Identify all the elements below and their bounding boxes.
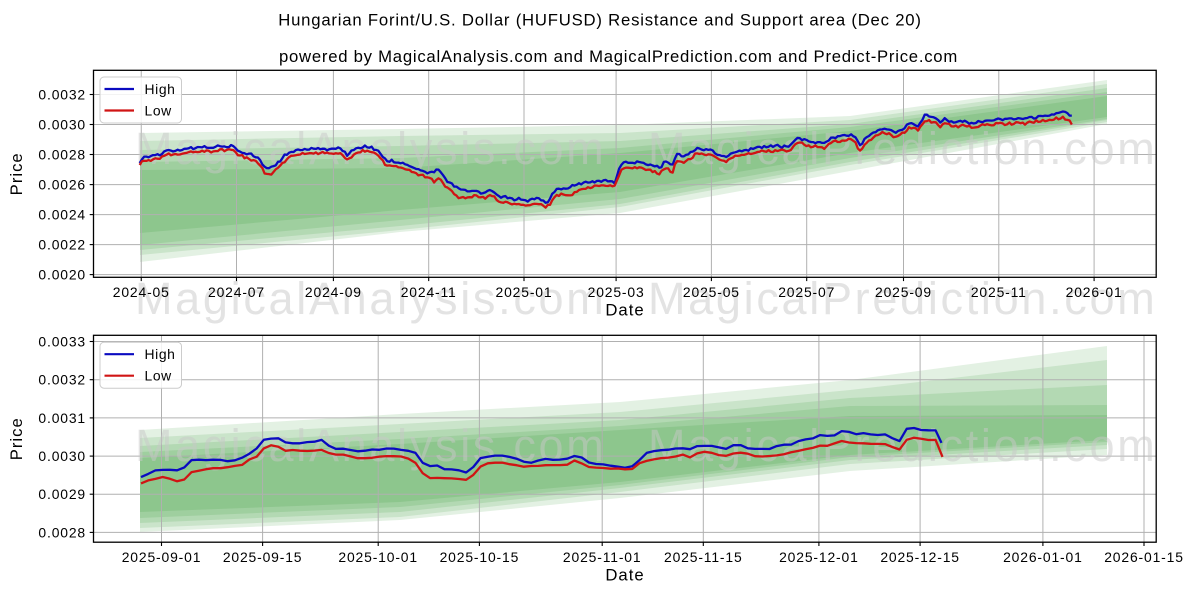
svg-text:2025-01: 2025-01	[496, 284, 553, 300]
svg-text:0.0033: 0.0033	[38, 334, 86, 350]
svg-text:2025-12-15: 2025-12-15	[880, 549, 960, 565]
svg-text:Date: Date	[605, 566, 644, 585]
svg-text:MagicalAnalysis.com: MagicalAnalysis.com	[135, 123, 606, 174]
svg-text:0.0022: 0.0022	[38, 237, 86, 253]
svg-text:2026-01: 2026-01	[1066, 284, 1123, 300]
svg-text:powered by MagicalAnalysis.com: powered by MagicalAnalysis.com and Magic…	[279, 47, 958, 66]
svg-text:2025-03: 2025-03	[588, 284, 645, 300]
svg-text:2025-10-01: 2025-10-01	[338, 549, 418, 565]
svg-text:0.0031: 0.0031	[38, 410, 86, 426]
svg-text:2025-11: 2025-11	[971, 284, 1027, 300]
svg-text:0.0030: 0.0030	[38, 448, 86, 464]
svg-text:2024-07: 2024-07	[208, 284, 265, 300]
svg-text:0.0024: 0.0024	[38, 207, 86, 223]
svg-text:2025-12-01: 2025-12-01	[779, 549, 859, 565]
svg-text:2026-01-01: 2026-01-01	[1003, 549, 1083, 565]
svg-text:2025-07: 2025-07	[778, 284, 835, 300]
svg-text:Price: Price	[7, 417, 26, 460]
svg-text:High: High	[145, 346, 176, 362]
svg-text:Low: Low	[145, 102, 173, 118]
svg-text:0.0020: 0.0020	[38, 267, 86, 283]
svg-text:2025-10-15: 2025-10-15	[440, 549, 520, 565]
svg-text:2025-11-01: 2025-11-01	[563, 549, 642, 565]
svg-text:0.0030: 0.0030	[38, 117, 86, 133]
svg-text:2025-11-15: 2025-11-15	[664, 549, 743, 565]
svg-text:2024-05: 2024-05	[113, 284, 170, 300]
svg-text:High: High	[145, 81, 176, 97]
svg-text:Hungarian Forint/U.S. Dollar (: Hungarian Forint/U.S. Dollar (HUFUSD) Re…	[278, 11, 922, 30]
svg-text:2024-09: 2024-09	[305, 284, 362, 300]
svg-text:0.0032: 0.0032	[38, 372, 86, 388]
svg-text:2024-11: 2024-11	[401, 284, 457, 300]
svg-text:MagicalAnalysis.com: MagicalAnalysis.com	[135, 420, 606, 471]
svg-text:Low: Low	[145, 368, 173, 384]
svg-text:MagicalPrediction.com: MagicalPrediction.com	[648, 123, 1157, 174]
svg-text:0.0032: 0.0032	[38, 87, 86, 103]
svg-text:MagicalAnalysis.com: MagicalAnalysis.com	[135, 273, 606, 324]
svg-text:2025-09: 2025-09	[875, 284, 932, 300]
svg-text:0.0028: 0.0028	[38, 147, 86, 163]
svg-text:2025-09-15: 2025-09-15	[223, 549, 303, 565]
svg-text:Date: Date	[605, 301, 644, 320]
svg-text:2026-01-15: 2026-01-15	[1104, 549, 1184, 565]
svg-text:2025-05: 2025-05	[683, 284, 740, 300]
svg-text:2025-09-01: 2025-09-01	[122, 549, 202, 565]
svg-text:0.0029: 0.0029	[38, 486, 86, 502]
svg-text:0.0028: 0.0028	[38, 524, 86, 540]
svg-text:0.0026: 0.0026	[38, 177, 86, 193]
svg-text:MagicalPrediction.com: MagicalPrediction.com	[648, 273, 1157, 324]
svg-text:Price: Price	[7, 152, 26, 195]
